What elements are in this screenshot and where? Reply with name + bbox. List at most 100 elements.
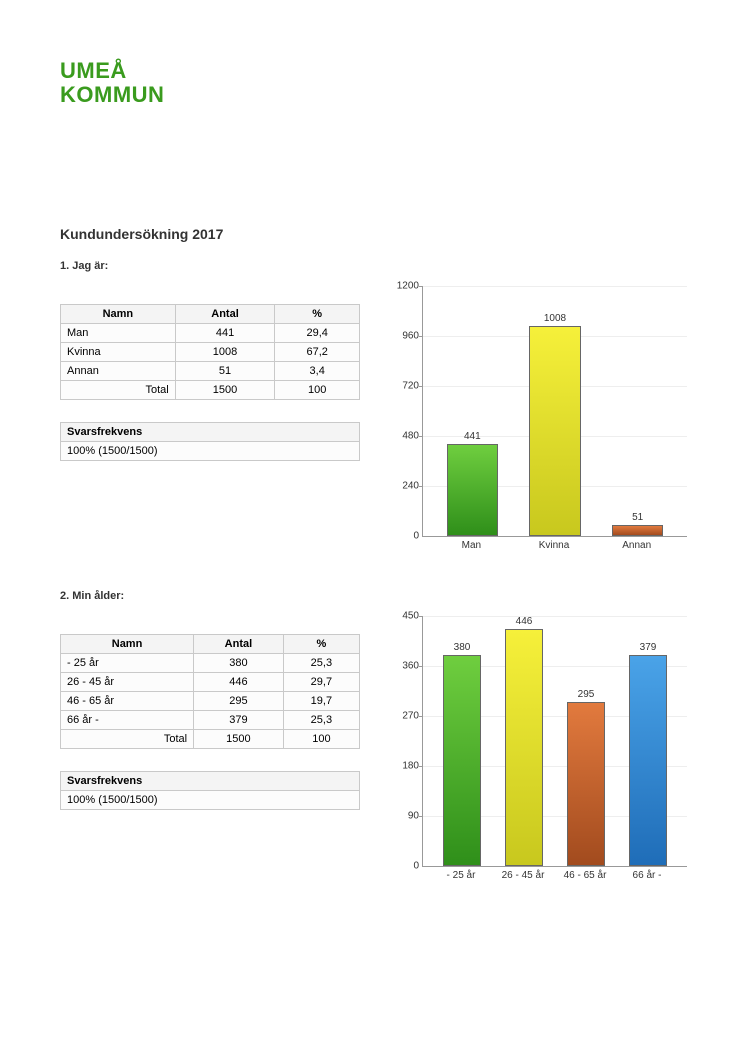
x-labels: ManKvinnaAnnan xyxy=(422,536,686,566)
cell-value: 379 xyxy=(194,711,284,730)
bar xyxy=(443,655,481,866)
cell-name: 66 år - xyxy=(61,711,194,730)
bar-slot: 441 xyxy=(431,286,514,536)
bar xyxy=(505,629,543,866)
question-section: NamnAntal%- 25 år38025,326 - 45 år44629,… xyxy=(60,616,686,896)
cell-value: 25,3 xyxy=(283,654,359,673)
bar xyxy=(447,444,498,536)
right-column: 090180270360450380446295379- 25 år26 - 4… xyxy=(384,616,686,896)
cell-name: Kvinna xyxy=(61,343,176,362)
table-header: Antal xyxy=(175,305,275,324)
y-tick-label: 180 xyxy=(385,761,419,772)
cell-value: 51 xyxy=(175,362,275,381)
question-heading: 2. Min ålder: xyxy=(60,590,686,602)
bar-value-label: 441 xyxy=(464,431,481,442)
cell-value: 295 xyxy=(194,692,284,711)
right-column: 02404807209601200441100851ManKvinnaAnnan xyxy=(384,286,686,566)
data-table: NamnAntal%- 25 år38025,326 - 45 år44629,… xyxy=(60,634,360,749)
table-total-row: Total1500100 xyxy=(61,381,360,400)
cell-value: 3,4 xyxy=(275,362,360,381)
plot-area: 02404807209601200441100851 xyxy=(422,286,687,537)
bar-slot: 1008 xyxy=(514,286,597,536)
table-header: Antal xyxy=(194,635,284,654)
bar-value-label: 1008 xyxy=(544,313,566,324)
cell-total: Total xyxy=(61,381,176,400)
cell-total: Total xyxy=(61,730,194,749)
response-rate-header: Svarsfrekvens xyxy=(61,423,360,442)
bar-slot: 446 xyxy=(493,616,555,866)
logo-line1: UMEÅ xyxy=(60,58,127,83)
cell-name: 46 - 65 år xyxy=(61,692,194,711)
bar xyxy=(612,525,663,536)
left-column: NamnAntal%- 25 år38025,326 - 45 år44629,… xyxy=(60,616,360,810)
bar-value-label: 379 xyxy=(640,642,657,653)
table-header: Namn xyxy=(61,305,176,324)
question-heading: 1. Jag är: xyxy=(60,260,686,272)
page-title: Kundundersökning 2017 xyxy=(60,226,686,242)
cell-value: 29,7 xyxy=(283,673,359,692)
y-tick-label: 0 xyxy=(385,531,419,542)
response-rate-table: Svarsfrekvens100% (1500/1500) xyxy=(60,771,360,810)
y-tick-label: 360 xyxy=(385,661,419,672)
y-tick-label: 90 xyxy=(385,811,419,822)
cell-name: 26 - 45 år xyxy=(61,673,194,692)
logo-line2: KOMMUN xyxy=(60,84,686,106)
cell-total: 1500 xyxy=(175,381,275,400)
bar-chart: 02404807209601200441100851ManKvinnaAnnan xyxy=(384,286,686,566)
table-row: Kvinna100867,2 xyxy=(61,343,360,362)
bar-slot: 380 xyxy=(431,616,493,866)
cell-value: 446 xyxy=(194,673,284,692)
table-row: Man44129,4 xyxy=(61,324,360,343)
cell-value: 19,7 xyxy=(283,692,359,711)
left-column: NamnAntal%Man44129,4Kvinna100867,2Annan5… xyxy=(60,286,360,461)
bar-value-label: 51 xyxy=(632,512,643,523)
response-rate-table: Svarsfrekvens100% (1500/1500) xyxy=(60,422,360,461)
table-header: Namn xyxy=(61,635,194,654)
response-rate-header: Svarsfrekvens xyxy=(61,772,360,791)
table-total-row: Total1500100 xyxy=(61,730,360,749)
plot-area: 090180270360450380446295379 xyxy=(422,616,687,867)
cell-total: 100 xyxy=(283,730,359,749)
bar xyxy=(567,702,605,866)
table-row: 26 - 45 år44629,7 xyxy=(61,673,360,692)
bar xyxy=(629,655,667,866)
bar-slot: 295 xyxy=(555,616,617,866)
bar-slot: 51 xyxy=(596,286,679,536)
bar-value-label: 295 xyxy=(578,689,595,700)
page: UMEÅ KOMMUN Kundundersökning 2017 1. Jag… xyxy=(0,0,746,960)
y-tick-label: 1200 xyxy=(385,281,419,292)
table-row: Annan513,4 xyxy=(61,362,360,381)
cell-value: 441 xyxy=(175,324,275,343)
bar-value-label: 446 xyxy=(516,616,533,627)
table-header: % xyxy=(283,635,359,654)
y-tick-label: 720 xyxy=(385,381,419,392)
cell-value: 1008 xyxy=(175,343,275,362)
x-tick-label: - 25 år xyxy=(430,866,492,896)
bar-slot: 379 xyxy=(617,616,679,866)
x-tick-label: 66 år - xyxy=(616,866,678,896)
table-row: - 25 år38025,3 xyxy=(61,654,360,673)
cell-name: Man xyxy=(61,324,176,343)
response-rate-value: 100% (1500/1500) xyxy=(61,442,360,461)
bar-value-label: 380 xyxy=(454,642,471,653)
response-rate-value: 100% (1500/1500) xyxy=(61,791,360,810)
table-row: 66 år -37925,3 xyxy=(61,711,360,730)
x-tick-label: Kvinna xyxy=(513,536,596,566)
x-tick-label: 26 - 45 år xyxy=(492,866,554,896)
cell-value: 67,2 xyxy=(275,343,360,362)
question-section: NamnAntal%Man44129,4Kvinna100867,2Annan5… xyxy=(60,286,686,566)
cell-name: - 25 år xyxy=(61,654,194,673)
y-tick-label: 960 xyxy=(385,331,419,342)
x-tick-label: Annan xyxy=(595,536,678,566)
logo: UMEÅ KOMMUN xyxy=(60,60,686,106)
y-tick-label: 270 xyxy=(385,711,419,722)
cell-total: 100 xyxy=(275,381,360,400)
bar xyxy=(529,326,580,536)
cell-value: 29,4 xyxy=(275,324,360,343)
cell-value: 380 xyxy=(194,654,284,673)
bars-container: 441 1008 51 xyxy=(423,286,687,536)
cell-total: 1500 xyxy=(194,730,284,749)
y-tick-label: 0 xyxy=(385,861,419,872)
table-row: 46 - 65 år29519,7 xyxy=(61,692,360,711)
questions-container: 1. Jag är:NamnAntal%Man44129,4Kvinna1008… xyxy=(60,260,686,896)
